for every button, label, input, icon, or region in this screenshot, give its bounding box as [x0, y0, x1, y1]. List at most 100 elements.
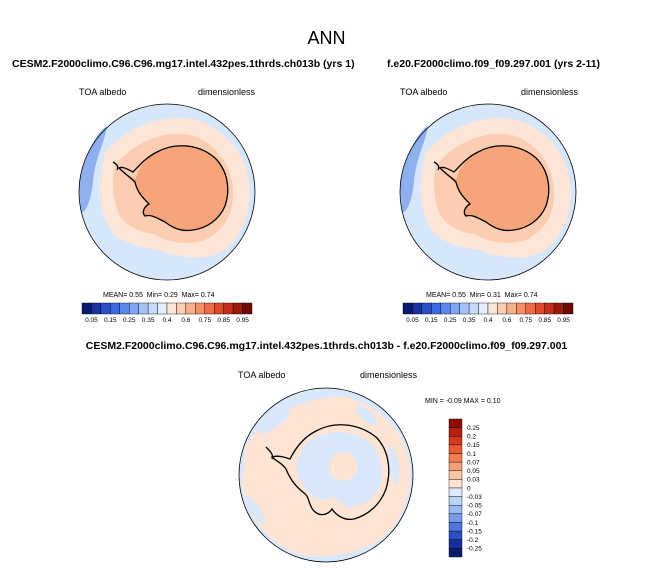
right-colorbar-swatch [553, 302, 564, 315]
right-colorbar-swatch [459, 302, 470, 315]
right-colorbar-swatch [478, 302, 489, 315]
right-stats: MEAN= 0.55 Min= 0.31 Max= 0.74 [426, 292, 538, 299]
left-colorbar-swatch [129, 302, 139, 315]
diff-variable-label: TOA albedo [238, 370, 286, 380]
right-colorbar-tick-label: 0.05 [406, 317, 419, 324]
right-max-value: 0.74 [523, 292, 538, 299]
left-colorbar-tick-label: 0.25 [123, 317, 136, 324]
diff-colorbar-swatch [448, 479, 463, 489]
right-colorbar-swatch [516, 302, 526, 315]
right-colorbar-tick-label: 0.4 [483, 317, 492, 324]
left-colorbar-tick-label: 0.35 [142, 317, 155, 324]
diff-colorbar-swatch [448, 427, 463, 437]
right-colorbar-swatch [497, 302, 508, 315]
diff-colorbar-swatch [448, 436, 463, 446]
left-colorbar-swatch [100, 302, 111, 315]
right-units-label: dimensionless [521, 87, 579, 97]
diff-colorbar-tick-label: -0.03 [467, 494, 482, 501]
left-colorbar-tick-label: 0.05 [85, 317, 98, 324]
left-colorbar-swatch [195, 302, 205, 315]
left-colorbar-swatch [81, 302, 92, 315]
diff-min-value: -0.09 [445, 398, 462, 405]
left-max-value: 0.74 [200, 292, 215, 299]
diff-colorbar-swatch [448, 522, 463, 532]
right-case-title: f.e20.F2000climo.f09_f09.297.001 (yrs 2-… [387, 58, 601, 70]
diff-case-title: CESM2.F2000climo.C96.C96.mg17.intel.432p… [85, 340, 568, 352]
diff-colorbar-tick-label: 0.05 [467, 468, 480, 475]
left-units-label: dimensionless [198, 87, 256, 97]
left-colorbar-swatch [214, 302, 224, 315]
left-min-label: Min= [146, 292, 163, 299]
right-colorbar-tick-label: 0.95 [557, 317, 570, 324]
left-colorbar-swatch [166, 302, 177, 315]
diff-colorbar-tick-label: 0.15 [467, 442, 480, 449]
right-colorbar-swatch [525, 302, 536, 315]
diff-colorbar-swatch [448, 453, 463, 463]
right-colorbar-swatch [431, 302, 441, 315]
diff-colorbar-tick-label: -0.15 [467, 528, 482, 535]
diff-max-label: MAX = [463, 398, 485, 405]
left-case-title: CESM2.F2000climo.C96.C96.mg17.intel.432p… [12, 58, 355, 70]
diff-colorbar-tick-label: -0.05 [467, 503, 482, 510]
right-colorbar-swatch [402, 302, 413, 315]
right-colorbar-tick-label: 0.75 [519, 317, 532, 324]
diff-colorbar-swatch [448, 444, 463, 454]
right-colorbar-tick-label: 0.25 [444, 317, 457, 324]
diff-colorbar-tick-label: 0.25 [467, 425, 480, 432]
left-colorbar-swatch [185, 302, 196, 315]
diff-map [238, 387, 414, 563]
diff-colorbar-tick-label: 0 [467, 485, 471, 492]
diff-colorbar-swatch [448, 496, 463, 506]
right-colorbar-tick-label: 0.85 [538, 317, 551, 324]
right-min-value: 0.31 [487, 292, 501, 299]
right-colorbar-swatch [440, 302, 451, 315]
left-colorbar-tick-label: 0.85 [217, 317, 230, 324]
diff-colorbar-tick-label: 0.03 [467, 477, 480, 484]
diff-colorbar-swatch [448, 505, 463, 515]
diff-colorbar-tick-label: -0.07 [467, 511, 482, 518]
left-colorbar-swatch [91, 302, 102, 315]
right-colorbar-swatch [535, 302, 545, 315]
diff-colorbar-tick-label: 0.07 [467, 459, 480, 466]
left-colorbar-tick-label: 0.4 [162, 317, 171, 324]
right-max-label: Max= [504, 292, 522, 299]
left-colorbar-tick-label: 0.6 [181, 317, 190, 324]
diff-colorbar-swatch [448, 539, 463, 549]
right-colorbar-swatch [450, 302, 460, 315]
right-min-label: Min= [469, 292, 486, 299]
left-colorbar-swatch [242, 302, 253, 315]
diff-colorbar-tick-label: -0.1 [467, 520, 479, 527]
left-colorbar-swatch [157, 302, 168, 315]
figure-title: ANN [307, 28, 346, 48]
right-colorbar-tick-label: 0.35 [463, 317, 476, 324]
left-colorbar-swatch [204, 302, 215, 315]
right-colorbar-swatch [506, 302, 517, 315]
right-colorbar-tick-label: 0.6 [502, 317, 511, 324]
diff-colorbar-swatch [448, 461, 463, 471]
left-colorbar-tick-label: 0.75 [198, 317, 211, 324]
diff-colorbar-swatch [448, 418, 463, 428]
left-mean-label: MEAN= [103, 292, 128, 299]
left-colorbar: 0.05 0.15 0.25 0.35 0.4 0.6 0.75 0.85 0.95 [81, 302, 253, 324]
diff-stats: MIN = -0.09 MAX = 0.10 [425, 398, 501, 405]
diff-colorbar-tick-label: 0.2 [467, 434, 476, 441]
left-colorbar-swatch [119, 302, 130, 315]
diff-colorbar-tick-label: -0.25 [467, 546, 482, 553]
right-colorbar-swatch [487, 302, 498, 315]
left-variable-label: TOA albedo [79, 87, 127, 97]
left-colorbar-swatch [223, 302, 234, 315]
left-map [78, 103, 256, 281]
right-colorbar-tick-label: 0.15 [425, 317, 438, 324]
left-colorbar-tick-label: 0.15 [104, 317, 117, 324]
diff-min-label: MIN = [425, 398, 444, 405]
diff-colorbar-tick-label: 0.1 [467, 451, 476, 458]
diff-colorbar: 0.250.20.150.10.070.050.030-0.03-0.05-0.… [448, 418, 482, 558]
diff-colorbar-swatch [448, 470, 463, 480]
right-variable-label: TOA albedo [400, 87, 448, 97]
left-colorbar-swatch [110, 302, 120, 315]
left-mean-value: 0.55 [129, 292, 143, 299]
right-colorbar-swatch [412, 302, 423, 315]
left-colorbar-swatch [138, 302, 149, 315]
left-colorbar-swatch [232, 302, 243, 315]
